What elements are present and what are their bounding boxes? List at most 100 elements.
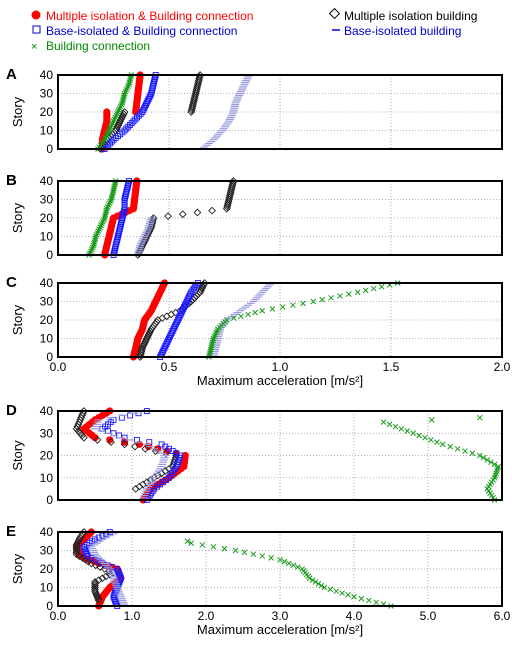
- data-point: [337, 293, 343, 299]
- data-point: [94, 596, 103, 605]
- data-point: [370, 285, 377, 292]
- data-point: [178, 309, 185, 316]
- x-tick-label: 0.0: [50, 609, 67, 623]
- series: [157, 280, 201, 360]
- y-tick-label: 40: [40, 404, 54, 418]
- data-point: [351, 593, 357, 600]
- y-tick-label: 10: [40, 124, 54, 138]
- data-point: [142, 103, 148, 110]
- series: [184, 538, 394, 609]
- data-point: [345, 291, 352, 297]
- x-tick-label: 2.0: [494, 360, 511, 374]
- data-point: [398, 425, 405, 432]
- data-point: [362, 287, 369, 294]
- data-point: [144, 97, 151, 104]
- data-point: [182, 302, 188, 309]
- panel-letter: B: [6, 172, 17, 189]
- data-point: [92, 591, 101, 599]
- data-point: [173, 320, 180, 327]
- data-point: [199, 542, 206, 548]
- data-point: [404, 428, 411, 434]
- y-tick-label: 20: [40, 211, 54, 225]
- data-point: [410, 430, 417, 437]
- data-point: [121, 202, 128, 209]
- data-point: [98, 574, 107, 583]
- data-point: [174, 317, 181, 323]
- plot-frame: [57, 531, 503, 607]
- data-point: [321, 584, 328, 591]
- data-point: [416, 432, 422, 439]
- data-point: [358, 595, 365, 602]
- plot-frame: [57, 74, 503, 150]
- panel-letter: D: [6, 402, 17, 419]
- data-point: [447, 443, 454, 450]
- data-point: [186, 293, 193, 299]
- data-point: [184, 538, 191, 545]
- data-point: [181, 304, 188, 310]
- data-point: [476, 452, 483, 459]
- y-tick-label: 40: [40, 174, 54, 188]
- panel-letter: A: [6, 66, 17, 83]
- data-point: [339, 590, 346, 596]
- x-tick-label: 3.0: [272, 609, 289, 623]
- data-point: [208, 206, 216, 215]
- data-point: [310, 298, 317, 305]
- data-point: [103, 108, 111, 116]
- legend-label-2: Base-isolated & Building connection: [46, 24, 237, 38]
- data-point: [117, 575, 124, 582]
- data-point: [232, 547, 239, 554]
- data-point: [200, 279, 209, 287]
- data-point: [165, 337, 172, 344]
- data-point: [120, 108, 129, 116]
- x-tick-label: 1.0: [124, 609, 141, 623]
- data-point: [172, 322, 179, 329]
- data-point: [83, 551, 90, 558]
- series: [86, 178, 119, 258]
- legend-label-1: Multiple isolation building: [344, 9, 477, 23]
- data-point: [143, 99, 150, 106]
- data-point: [185, 294, 192, 301]
- data-point: [99, 532, 106, 539]
- data-point: [164, 212, 173, 221]
- panel-c: C Story 0 10 20 30 40 0.0 0.5 1.0 1.5 2.0 Maximum ac…: [6, 274, 511, 388]
- x-tick-label: 1.0: [272, 360, 289, 374]
- data-point: [94, 576, 103, 584]
- y-axis-label: Story: [10, 202, 25, 233]
- data-point: [169, 328, 176, 335]
- data-point: [146, 94, 153, 101]
- data-point: [259, 307, 266, 314]
- legend-label-4: Building connection: [46, 39, 150, 53]
- data-point: [380, 419, 387, 425]
- data-point: [81, 545, 88, 552]
- data-point: [126, 121, 133, 128]
- data-point: [116, 571, 123, 578]
- data-point: [300, 300, 306, 307]
- data-point: [163, 341, 170, 347]
- legend-marker-black-diamond: [328, 7, 341, 20]
- panel-e: E Story 0 10 20 30 40 0.0 1.0 2.0 3.0 4.0 5.0 6.0 Maxi…: [6, 523, 511, 637]
- data-point: [91, 579, 99, 588]
- x-tick-label: 0.5: [161, 360, 178, 374]
- series: [101, 72, 159, 152]
- data-point: [161, 344, 168, 351]
- data-point: [170, 326, 177, 333]
- data-point: [160, 346, 167, 353]
- panel-letter: E: [6, 523, 16, 540]
- x-tick-label: 0.0: [50, 360, 67, 374]
- data-point: [354, 289, 361, 296]
- y-axis-label: Story: [10, 304, 25, 335]
- data-point: [107, 438, 115, 447]
- panel-letter: C: [6, 274, 17, 291]
- y-axis-label: Story: [10, 440, 25, 471]
- data-point: [439, 441, 446, 448]
- panel-b: B Story 0 10 20 30 40: [6, 172, 503, 262]
- y-tick-label: 30: [40, 295, 54, 309]
- data-point: [269, 306, 276, 312]
- data-point: [111, 595, 118, 602]
- data-point: [166, 335, 172, 342]
- data-point: [127, 412, 134, 419]
- data-point: [179, 307, 186, 314]
- data-point: [319, 296, 326, 303]
- data-point: [134, 114, 140, 121]
